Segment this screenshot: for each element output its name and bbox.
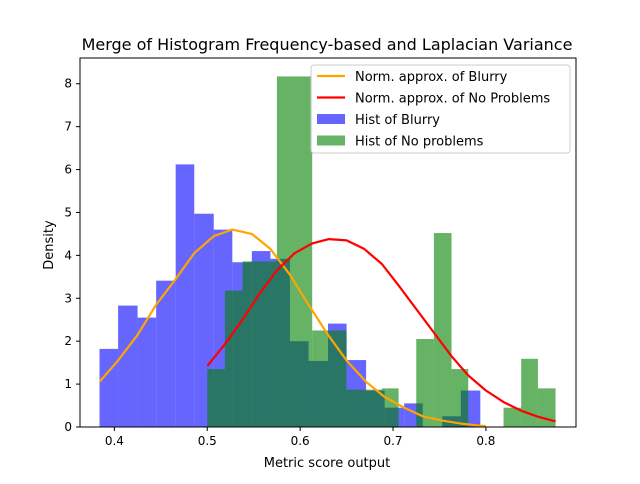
- blurry-histogram-bar: [156, 280, 176, 427]
- no-problems-histogram-bar: [224, 290, 243, 427]
- x-tick-label: 0.7: [383, 434, 402, 448]
- legend-box: [310, 64, 571, 154]
- no-problems-normal-curve: [206, 238, 556, 423]
- y-axis: 0 1 2 3 4 5 6 7 8: [64, 77, 80, 434]
- no-problems-histogram-bar: [503, 407, 522, 427]
- blurry-histogram-bar: [118, 305, 138, 427]
- legend-patch-swatch: [317, 114, 345, 124]
- x-axis-label: Metric score output: [264, 456, 391, 471]
- no-problems-histogram-bar: [521, 358, 538, 427]
- legend-label: Norm. approx. of No Problems: [355, 92, 550, 107]
- chart-title: Merge of Histogram Frequency-based and L…: [82, 35, 573, 54]
- y-tick-label: 3: [64, 291, 72, 305]
- blurry-histogram-bar: [99, 348, 119, 427]
- plot-frame: [79, 57, 577, 428]
- y-tick-label: 4: [64, 248, 72, 262]
- x-tick-label: 0.6: [291, 434, 310, 448]
- no-problems-histogram-bar: [381, 388, 399, 427]
- y-tick-label: 8: [64, 77, 72, 91]
- no-problems-histogram-bar: [451, 369, 469, 427]
- no-problems-histogram-bar: [242, 261, 260, 427]
- no-problems-histogram-bar: [259, 261, 277, 427]
- no-problems-histogram-bar: [346, 389, 365, 427]
- y-tick-label: 0: [64, 420, 72, 434]
- y-tick-label: 5: [64, 205, 72, 219]
- no-problems-histogram-bar: [416, 339, 434, 427]
- blurry-histogram-bar: [137, 317, 157, 427]
- y-tick-label: 1: [64, 377, 72, 391]
- normal-curves: [98, 228, 556, 428]
- legend-label: Hist of No problems: [355, 135, 484, 150]
- no-problems-histogram-bar: [364, 389, 382, 427]
- legend-label: Norm. approx. of Blurry: [355, 70, 508, 85]
- no-problems-histogram-bar: [312, 330, 329, 427]
- legend: Norm. approx. of Blurry Norm. approx. of …: [310, 64, 571, 154]
- no-problems-histogram-bar: [433, 233, 452, 427]
- no-problems-histogram-bar: [276, 76, 295, 427]
- x-tick-label: 0.5: [198, 434, 217, 448]
- x-tick-label: 0.4: [105, 434, 124, 448]
- legend-patch-swatch: [317, 135, 345, 146]
- blurry-normal-curve: [98, 228, 486, 428]
- blurry-histogram-bar: [175, 164, 195, 427]
- y-tick-label: 6: [64, 163, 72, 177]
- y-axis-label: Density: [42, 220, 57, 270]
- x-tick-label: 0.8: [476, 434, 495, 448]
- no-problems-histogram-bar: [207, 369, 225, 427]
- y-tick-label: 7: [64, 120, 72, 134]
- no-problems-histogram-bar: [294, 76, 313, 427]
- y-tick-label: 2: [64, 334, 72, 348]
- legend-label: Hist of Blurry: [355, 113, 440, 128]
- histogram-no-problems: [207, 76, 556, 427]
- no-problems-histogram-bar: [328, 330, 347, 427]
- x-axis: 0.4 0.5 0.6 0.7 0.8: [105, 427, 495, 448]
